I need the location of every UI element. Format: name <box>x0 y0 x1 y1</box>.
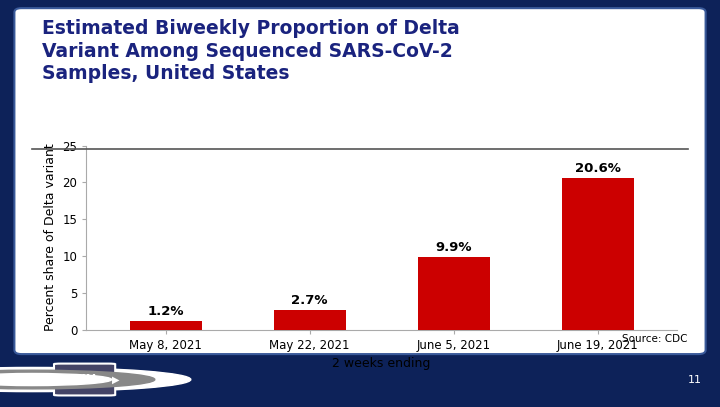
X-axis label: 2 weeks ending: 2 weeks ending <box>333 357 431 370</box>
Bar <box>274 310 346 330</box>
Bar <box>418 257 490 330</box>
Text: 20.6%: 20.6% <box>575 162 621 175</box>
Text: 1.2%: 1.2% <box>148 305 184 318</box>
FancyBboxPatch shape <box>54 363 115 396</box>
Circle shape <box>0 368 191 392</box>
Text: Source: CDC: Source: CDC <box>622 334 688 344</box>
Text: Estimated Biweekly Proportion of Delta
Variant Among Sequenced SARS-CoV-2
Sample: Estimated Biweekly Proportion of Delta V… <box>42 19 460 83</box>
Bar <box>562 178 634 330</box>
Y-axis label: Percent share of Delta variant: Percent share of Delta variant <box>44 144 57 331</box>
Circle shape <box>0 374 112 385</box>
Text: ▶: ▶ <box>112 374 119 385</box>
Bar <box>130 321 202 330</box>
Text: NIH: NIH <box>72 373 98 386</box>
Text: 2.7%: 2.7% <box>292 294 328 307</box>
Text: 9.9%: 9.9% <box>436 241 472 254</box>
Text: 11: 11 <box>688 374 702 385</box>
Circle shape <box>0 370 155 389</box>
